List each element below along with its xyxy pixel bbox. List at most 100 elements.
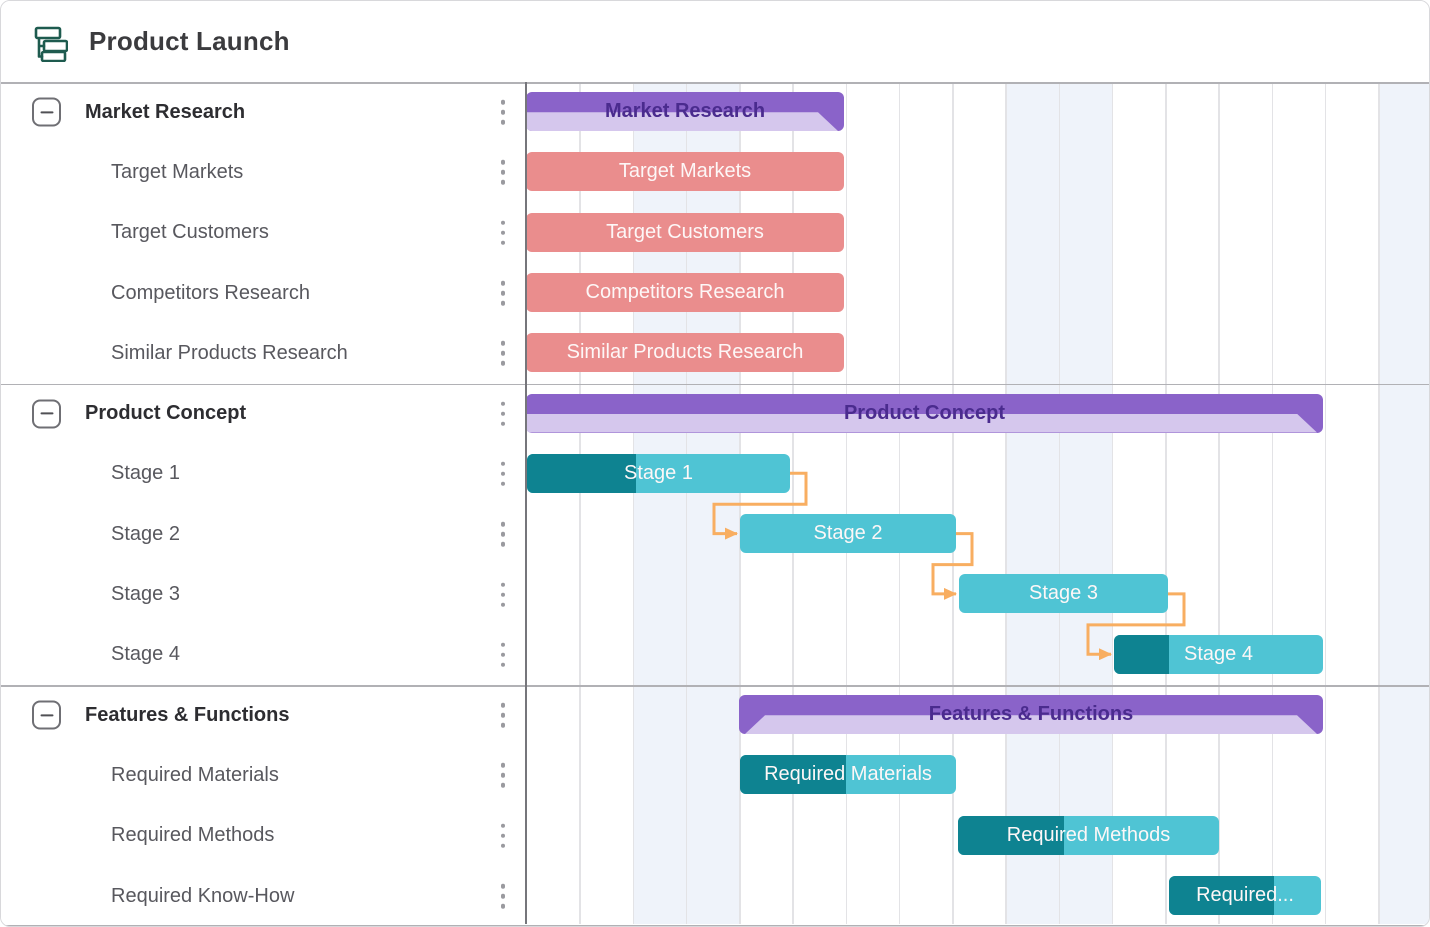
bar-label: Features & Functions [928,703,1134,725]
kebab-dot [500,411,505,416]
group-bar-light-band [526,414,1323,433]
progress-fill [958,815,1064,855]
kebab-dot [500,401,505,406]
gantt-bar-product-concept[interactable]: Product Concept [526,393,1323,433]
task-row[interactable]: Target Markets [1,142,525,203]
kebab-dot [500,160,505,165]
row-menu-icon[interactable] [495,880,512,913]
task-row-label: Required Know-How [111,884,295,907]
row-menu-icon[interactable] [495,337,512,370]
bar-label: Product Concept [843,401,1006,424]
gantt-bar-competitors-research[interactable]: Competitors Research [526,272,844,312]
kebab-dot [500,220,505,225]
row-menu-icon[interactable] [495,819,512,852]
kebab-dot [500,702,505,708]
task-row[interactable]: Target Customers [1,202,525,263]
gantt-logo-icon [28,22,69,63]
app-header: Product Launch [1,1,1429,82]
grid-line-vertical [632,82,634,924]
task-row-label: Stage 2 [111,522,180,545]
task-row[interactable]: Stage 3 [1,564,525,625]
bar-label: Required Methods [1006,823,1171,846]
kebab-dot [500,421,505,426]
gantt-bar-market-research[interactable]: Market Research [526,92,844,131]
kebab-dot [500,712,505,718]
grid-line-vertical [1218,82,1220,924]
gantt-bar-stage-1[interactable]: Stage 1 [527,453,790,493]
row-menu-icon[interactable] [495,216,512,249]
gantt-bar-required-know-how[interactable]: Required... [1169,875,1321,915]
gantt-bar-stage-2[interactable]: Stage 2 [740,514,956,554]
kebab-dot [500,652,505,658]
task-row[interactable]: Market Research [1,82,525,143]
task-row[interactable]: Required Methods [1,805,525,866]
kebab-dot [500,170,505,175]
task-row[interactable]: Product Concept [1,383,525,444]
task-row-label: Features & Functions [85,703,290,726]
grid-line-vertical [1005,82,1007,924]
row-menu-icon[interactable] [495,578,512,611]
task-row-label: Similar Products Research [111,341,348,364]
row-menu-icon[interactable] [495,639,512,672]
task-row-label: Product Concept [85,402,247,425]
kebab-dot [500,290,505,296]
kebab-dot [500,773,505,778]
section-divider [1,685,1429,687]
task-row[interactable]: Competitors Research [1,262,525,324]
grid-line-vertical [1324,82,1327,924]
row-menu-icon[interactable] [495,96,512,129]
collapse-button[interactable] [32,700,61,730]
gantt-bar-required-methods[interactable]: Required Methods [958,815,1219,855]
gantt-bar-similar-products-research[interactable]: Similar Products Research [526,333,844,373]
bar-label: Stage 2 [813,522,883,545]
task-row[interactable]: Features & Functions [1,685,525,746]
section-divider [1,924,1429,926]
bar-label: Stage 1 [624,461,693,484]
grid-line-vertical [1058,82,1060,924]
bar-label: Competitors Research [585,280,785,303]
kebab-dot [500,471,505,477]
page-title: Product Launch [89,26,290,56]
task-row[interactable]: Required Materials [1,745,525,806]
collapse-button[interactable] [32,399,61,429]
row-menu-icon[interactable] [495,277,512,310]
gantt-bar-stage-3[interactable]: Stage 3 [959,574,1168,614]
gantt-board: Market Research Target Markets Target Cust… [1,82,1429,926]
row-menu-icon[interactable] [495,156,512,189]
bar-label: Required Materials [764,763,932,786]
bar-label: Stage 3 [1029,582,1098,605]
task-row-label: Stage 3 [111,583,180,606]
gantt-bar-target-customers[interactable]: Target Customers [526,212,844,252]
row-menu-icon[interactable] [495,518,512,551]
task-row-label: Target Customers [111,221,269,244]
collapse-button[interactable] [32,97,61,127]
bar-label: Similar Products Research [566,341,804,364]
kebab-dot [500,240,505,245]
weekend-column-shade [1058,82,1112,924]
task-row[interactable]: Stage 4 [1,624,525,685]
row-menu-icon[interactable] [495,458,512,491]
kebab-dot [500,642,505,648]
task-row[interactable]: Stage 1 [1,443,525,505]
gantt-bar-required-materials[interactable]: Required Materials [740,755,956,795]
task-row[interactable]: Stage 2 [1,504,525,565]
row-menu-icon[interactable] [495,759,512,792]
gantt-bar-target-markets[interactable]: Target Markets [526,152,844,192]
weekend-column-shade [632,82,686,924]
grid-line-vertical [1271,82,1273,924]
bar-label: Required... [1196,883,1294,906]
task-row-label: Competitors Research [111,281,310,304]
group-bar-light-band [526,112,844,131]
grid-line-vertical [1165,82,1167,924]
task-row[interactable]: Similar Products Research [1,323,525,384]
task-row[interactable]: Required Know-How [1,865,525,926]
gantt-bar-features-functions[interactable]: Features & Functions [739,695,1323,734]
row-menu-icon[interactable] [495,397,512,430]
kebab-dot [500,481,505,487]
kebab-dot [500,361,505,366]
grid-line-vertical [1111,82,1114,924]
kebab-dot [500,883,505,889]
row-menu-icon[interactable] [495,699,512,732]
gantt-bar-stage-4[interactable]: Stage 4 [1114,634,1323,674]
